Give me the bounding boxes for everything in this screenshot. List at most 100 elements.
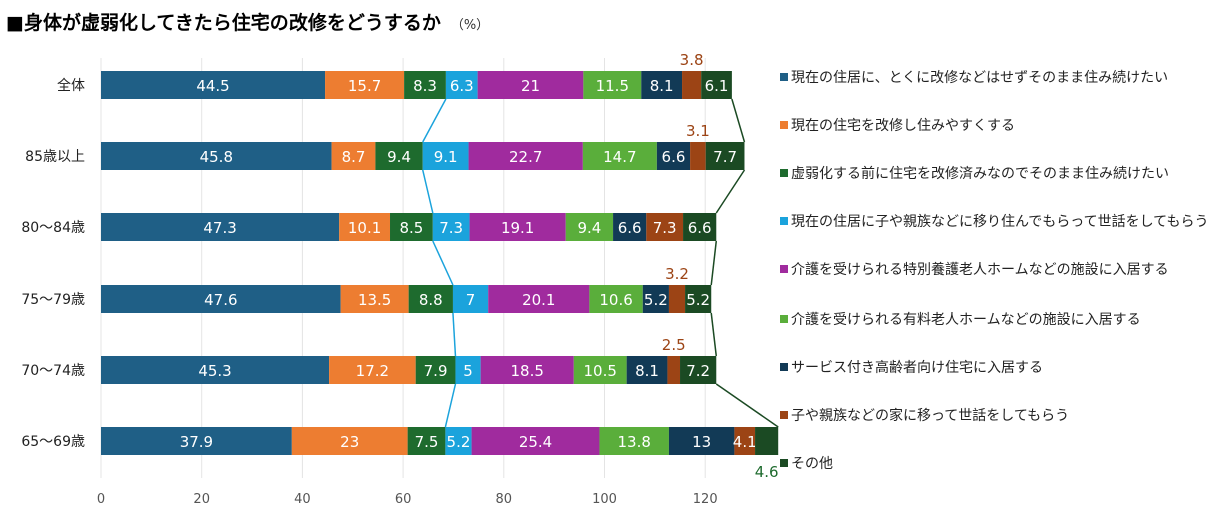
data-label: 45.8 [200, 148, 233, 166]
data-label: 18.5 [511, 362, 544, 380]
bars: 44.5 15.7 8.3 6.3 21 11.5 8.1 3.86.1 45.8 8.7 9.4 9… [101, 51, 779, 481]
legend-label: 介護を受けられる特別養護老人ホームなどの施設に入居する [791, 262, 1169, 278]
connector-line-series-4 [422, 98, 447, 143]
bar-segment [432, 213, 470, 241]
connector-line-series-9 [710, 312, 718, 357]
data-label: 4.1 [733, 433, 757, 451]
bar-segment [641, 71, 683, 99]
data-label: 5.2 [686, 291, 710, 309]
legend-swatch [780, 363, 788, 371]
data-label: 7 [466, 291, 476, 309]
category-label: 70〜74歳 [21, 363, 85, 379]
data-label: 8.3 [413, 77, 437, 95]
bar-segment [415, 356, 456, 384]
data-label: 5 [463, 362, 473, 380]
bar-segment [668, 427, 735, 455]
bar-segment [626, 356, 668, 384]
data-label: 7.7 [713, 148, 737, 166]
bar-segment [755, 427, 779, 455]
bar-segment [471, 427, 600, 455]
legend-swatch [780, 217, 788, 225]
bar-segment [565, 213, 614, 241]
data-label: 6.3 [450, 77, 474, 95]
data-label: 23 [340, 433, 359, 451]
data-label: 3.2 [665, 265, 689, 283]
data-label: 10.5 [584, 362, 617, 380]
bar-segment [331, 142, 376, 170]
series-connector-lines [422, 98, 779, 428]
bar-segment [422, 142, 469, 170]
connector-line-series-4 [432, 240, 454, 286]
data-label: 17.2 [356, 362, 389, 380]
category-label: 85歳以上 [25, 149, 85, 165]
legend-label: 子や親族などの家に移って世話をしてもらう [791, 408, 1070, 424]
data-label: 20.1 [522, 291, 555, 309]
bar-segment [734, 427, 756, 455]
data-label: 13 [692, 433, 711, 451]
connector-line-series-9 [710, 240, 718, 286]
data-label: 7.9 [424, 362, 448, 380]
bar-segment [599, 427, 669, 455]
bar-segment [480, 356, 574, 384]
data-label: 5.2 [447, 433, 471, 451]
connector-line-series-4 [422, 169, 434, 214]
legend-label: 介護を受けられる有料老人ホームなどの施設に入居する [791, 312, 1141, 328]
bar-segment [455, 356, 481, 384]
data-label: 19.1 [501, 219, 534, 237]
bar-segment [646, 213, 684, 241]
data-label: 7.3 [653, 219, 677, 237]
connector-line-series-9 [715, 383, 779, 428]
legend-label: 虚弱化する前に住宅を改修済みなのでそのまま住み続けたい [791, 166, 1169, 182]
category-label: 65〜69歳 [21, 434, 85, 450]
data-label: 9.1 [434, 148, 458, 166]
bar-segment [613, 213, 647, 241]
legend-item: 子や親族などの家に移って世話をしてもらう [780, 404, 1069, 428]
legend-item: 現在の住居に子や親族などに移り住んでもらって世話をしてもらう [780, 210, 1208, 234]
bar-segment [469, 213, 566, 241]
connector-line-series-4 [444, 383, 457, 428]
data-label: 6.6 [688, 219, 712, 237]
legend-label: サービス付き高齢者向け住宅に入居する [791, 360, 1043, 376]
bar-segment [408, 285, 453, 313]
data-label: 4.6 [755, 463, 779, 481]
data-label: 10.1 [348, 219, 381, 237]
legend-swatch [780, 265, 788, 273]
connector-line-series-9 [715, 169, 746, 214]
data-label: 47.3 [203, 219, 236, 237]
x-tick-label: 60 [395, 492, 412, 507]
data-label: 47.6 [204, 291, 237, 309]
data-label: 21 [521, 77, 540, 95]
bar-segment [390, 213, 433, 241]
category-label: 全体 [57, 77, 85, 94]
data-label: 7.3 [439, 219, 463, 237]
bar-segment [339, 213, 391, 241]
category-labels: 全体 85歳以上 80〜84歳 75〜79歳 70〜74歳 65〜69歳 [21, 77, 85, 450]
data-label: 9.4 [387, 148, 411, 166]
legend-item: サービス付き高齢者向け住宅に入居する [780, 356, 1043, 380]
legend-item: その他 [780, 452, 833, 476]
data-label: 8.8 [419, 291, 443, 309]
bar-segment [452, 285, 489, 313]
data-label: 13.8 [618, 433, 651, 451]
data-label: 3.8 [680, 51, 704, 69]
x-tick-label: 100 [592, 492, 617, 507]
data-label: 10.6 [599, 291, 632, 309]
legend-swatch [780, 169, 788, 177]
bar-segment [404, 71, 446, 99]
connector-line-series-9 [731, 98, 746, 143]
x-tick-label: 0 [97, 492, 105, 507]
bar-segment [477, 71, 584, 99]
data-label: 22.7 [509, 148, 542, 166]
data-label: 15.7 [348, 77, 381, 95]
bar-segment [656, 142, 691, 170]
chart-title-text: ■身体が虚弱化してきたら住宅の改修をどうするか [6, 12, 441, 34]
bar-segment [705, 142, 745, 170]
bar-segment [407, 427, 446, 455]
bar-segment [291, 427, 408, 455]
legend-label: その他 [791, 456, 833, 472]
connector-line-series-4 [452, 312, 457, 357]
bar-segment [101, 142, 332, 170]
bar-segment [701, 71, 732, 99]
bar-segment [101, 213, 340, 241]
